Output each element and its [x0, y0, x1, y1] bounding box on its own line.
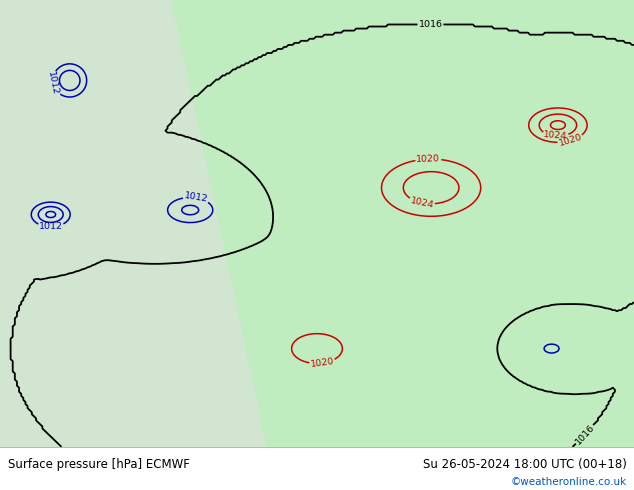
- Text: Su 26-05-2024 18:00 UTC (00+18): Su 26-05-2024 18:00 UTC (00+18): [422, 458, 626, 471]
- Text: 1012: 1012: [183, 192, 209, 204]
- Text: 1024: 1024: [410, 196, 435, 210]
- Text: 1020: 1020: [310, 357, 335, 369]
- Text: Surface pressure [hPa] ECMWF: Surface pressure [hPa] ECMWF: [8, 458, 190, 471]
- Text: ©weatheronline.co.uk: ©weatheronline.co.uk: [510, 477, 626, 487]
- Text: 1016: 1016: [418, 20, 443, 29]
- Text: 1024: 1024: [543, 130, 568, 142]
- Text: 1020: 1020: [416, 154, 441, 164]
- Text: 1012: 1012: [39, 222, 63, 231]
- Text: 1020: 1020: [557, 133, 583, 148]
- Text: 1012: 1012: [46, 71, 60, 97]
- Text: 1016: 1016: [574, 423, 597, 446]
